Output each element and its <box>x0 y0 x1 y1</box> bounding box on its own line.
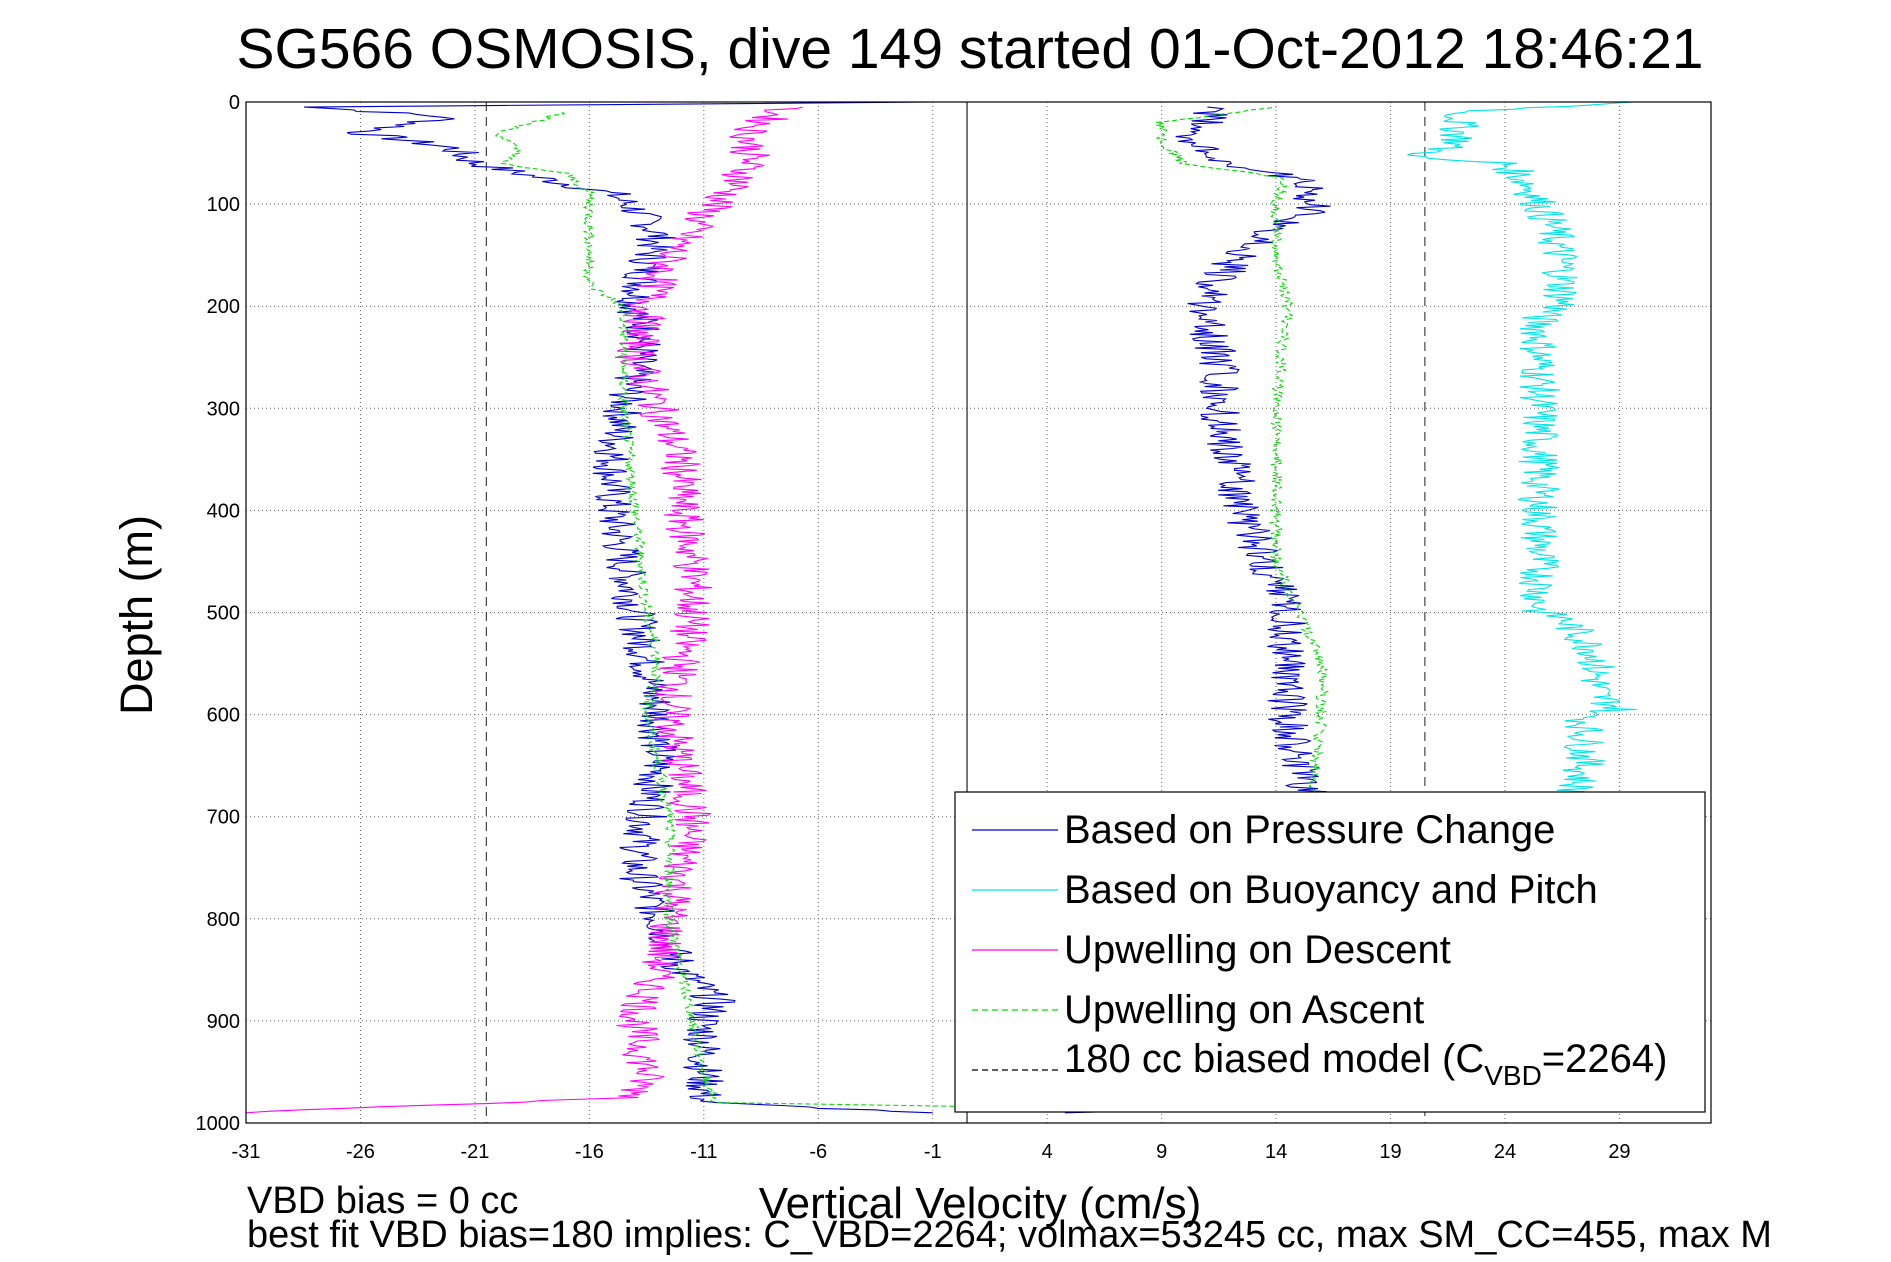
y-tick-label: 600 <box>207 705 240 727</box>
x-tick-label: 9 <box>1156 1141 1167 1163</box>
plot-frame <box>245 101 1712 1124</box>
series-line <box>494 111 1048 1109</box>
legend: Based on Pressure Change Based on Buoyanc… <box>954 791 1706 1113</box>
y-tick-label: 500 <box>207 603 240 625</box>
y-tick-label: 100 <box>207 194 240 216</box>
legend-box <box>954 791 1706 1113</box>
x-tick-label: -21 <box>460 1141 489 1163</box>
x-tick-label: -16 <box>575 1141 604 1163</box>
x-tick-label: 24 <box>1494 1141 1516 1163</box>
legend-label: Based on Buoyancy and Pitch <box>1064 868 1598 912</box>
x-tick-label: -1 <box>924 1141 942 1163</box>
y-tick-label: 200 <box>207 296 240 318</box>
legend-label-model: 180 cc biased model (CVBD=2264) <box>1064 1037 1667 1091</box>
x-tick-label: 4 <box>1042 1141 1053 1163</box>
y-tick-label: 300 <box>207 398 240 420</box>
legend-label: Upwelling on Ascent <box>1064 988 1424 1032</box>
series-line <box>245 106 803 1114</box>
y-tick-label: 900 <box>207 1011 240 1033</box>
x-tick-label: -11 <box>690 1141 717 1163</box>
y-tick-labels: 0 100 200 300 400 500 600 700 800 900 1000 <box>196 92 241 1135</box>
legend-label-model-main: 180 cc biased model (C <box>1064 1037 1484 1081</box>
y-tick-label: 400 <box>207 500 240 522</box>
x-tick-label: 29 <box>1608 1141 1630 1163</box>
x-tick-label: -31 <box>232 1141 261 1163</box>
legend-label: Upwelling on Descent <box>1064 928 1451 972</box>
y-tick-label: 800 <box>207 909 240 931</box>
x-tick-label: 14 <box>1265 1141 1287 1163</box>
x-tick-label: 19 <box>1379 1141 1401 1163</box>
y-tick-label: 700 <box>207 807 240 829</box>
series-line <box>1407 101 1637 797</box>
best-fit-note: best fit VBD bias=180 implies: C_VBD=226… <box>247 1214 1772 1256</box>
data-series <box>245 101 1701 1114</box>
x-tick-label: -6 <box>809 1141 827 1163</box>
legend-label: Based on Pressure Change <box>1064 808 1555 852</box>
series-line <box>304 101 933 1114</box>
x-tick-label: -26 <box>346 1141 375 1163</box>
y-tick-label: 0 <box>229 92 240 114</box>
chart-title: SG566 OSMOSIS, dive 149 started 01-Oct-2… <box>237 17 1704 81</box>
legend-label-model-sub: VBD <box>1484 1060 1542 1091</box>
legend-label-model-tail: =2264) <box>1542 1037 1668 1081</box>
y-tick-label: 1000 <box>196 1113 241 1135</box>
y-axis-label: Depth (m) <box>111 515 162 715</box>
x-axis-label: Vertical Velocity (cm/s) <box>759 1179 1202 1228</box>
x-tick-labels: -31 -26 -21 -16 -11 -6 -1 4 9 14 19 24 29 <box>232 1141 1631 1163</box>
vbd-bias-note: VBD bias = 0 cc <box>247 1180 518 1222</box>
